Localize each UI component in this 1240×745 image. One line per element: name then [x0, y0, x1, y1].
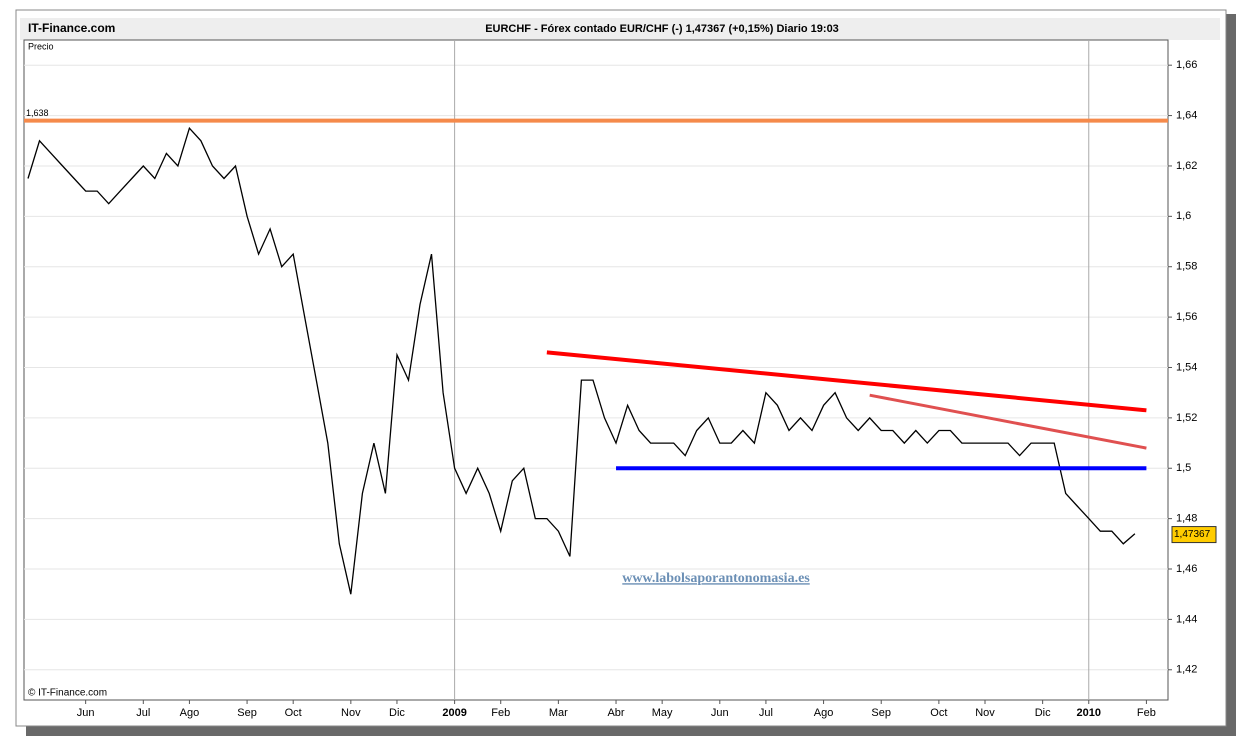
- header: IT-Finance.com: [28, 21, 115, 35]
- y-tick-label: 1,44: [1176, 613, 1197, 625]
- header-bar: [20, 18, 1220, 40]
- x-tick-label: Jul: [136, 707, 150, 719]
- x-tick-label: Feb: [491, 707, 510, 719]
- plot-area: [23, 39, 1169, 701]
- watermark: www.labolsaporantonomasia.es: [622, 571, 810, 586]
- last-price-label: 1,47367: [1174, 529, 1211, 540]
- copyright: © IT-Finance.com: [28, 688, 107, 699]
- y-tick-label: 1,56: [1176, 311, 1197, 323]
- y-tick-label: 1,46: [1176, 563, 1197, 575]
- trend-line: [869, 393, 1147, 450]
- y-tick-label: 1,48: [1176, 513, 1197, 525]
- x-tick-label: Jul: [759, 707, 773, 719]
- y-tick-label: 1,58: [1176, 261, 1197, 273]
- x-tick-label: Sep: [871, 707, 891, 719]
- x-tick-label: Nov: [975, 707, 995, 719]
- x-tick-label: Dic: [389, 707, 405, 719]
- y-tick-label: 1,64: [1176, 109, 1197, 121]
- x-tick-label: Jun: [711, 707, 729, 719]
- x-tick-label: 2009: [442, 707, 466, 719]
- x-tick-label: Oct: [930, 707, 947, 719]
- x-tick-label: Mar: [549, 707, 568, 719]
- x-tick-label: Feb: [1137, 707, 1156, 719]
- level-label: 1,638: [26, 108, 49, 118]
- x-tick-label: Nov: [341, 707, 361, 719]
- x-tick-label: Ago: [180, 707, 200, 719]
- y-tick-label: 1,54: [1176, 361, 1197, 373]
- x-tick-label: May: [652, 707, 673, 719]
- y-label: Precio: [28, 41, 54, 51]
- trend-line: [546, 350, 1147, 413]
- x-tick-label: 2010: [1077, 707, 1101, 719]
- x-tick-label: Dic: [1035, 707, 1051, 719]
- x-tick-label: Sep: [237, 707, 257, 719]
- x-tick-label: Ago: [814, 707, 834, 719]
- y-tick-label: 1,62: [1176, 160, 1197, 172]
- x-tick-label: Jun: [77, 707, 95, 719]
- x-tick-label: Oct: [285, 707, 302, 719]
- x-tick-label: Abr: [607, 707, 624, 719]
- chart-title: EURCHF - Fórex contado EUR/CHF (-) 1,473…: [485, 23, 839, 35]
- y-tick-label: 1,42: [1176, 664, 1197, 676]
- y-tick-label: 1,66: [1176, 59, 1197, 71]
- last-price-box: [1171, 526, 1217, 544]
- y-tick-label: 1,5: [1176, 462, 1191, 474]
- y-tick-label: 1,6: [1176, 210, 1191, 222]
- y-tick-label: 1,52: [1176, 412, 1197, 424]
- price-line: [27, 126, 1136, 595]
